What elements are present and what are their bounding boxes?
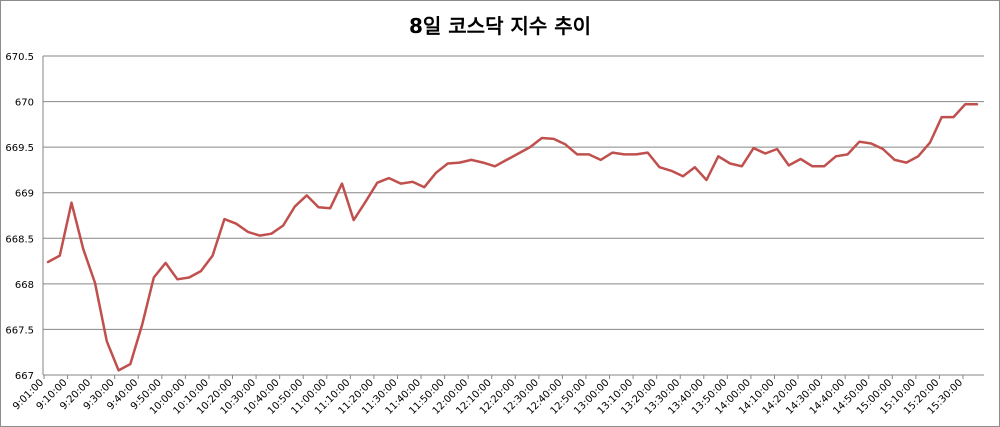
y-tick-label: 670.5: [5, 52, 34, 63]
series-line: [46, 103, 979, 372]
y-tick-label: 669.5: [5, 143, 34, 154]
y-tick-label: 667: [15, 371, 34, 382]
y-tick-label: 668: [15, 280, 34, 291]
y-tick-label: 669: [15, 189, 34, 200]
chart-title: 8일 코스닥 지수 추이: [408, 14, 591, 38]
y-tick-label: 668.5: [5, 234, 34, 245]
y-tick-label: 667.5: [5, 325, 34, 336]
y-tick-label: 670: [15, 98, 34, 109]
